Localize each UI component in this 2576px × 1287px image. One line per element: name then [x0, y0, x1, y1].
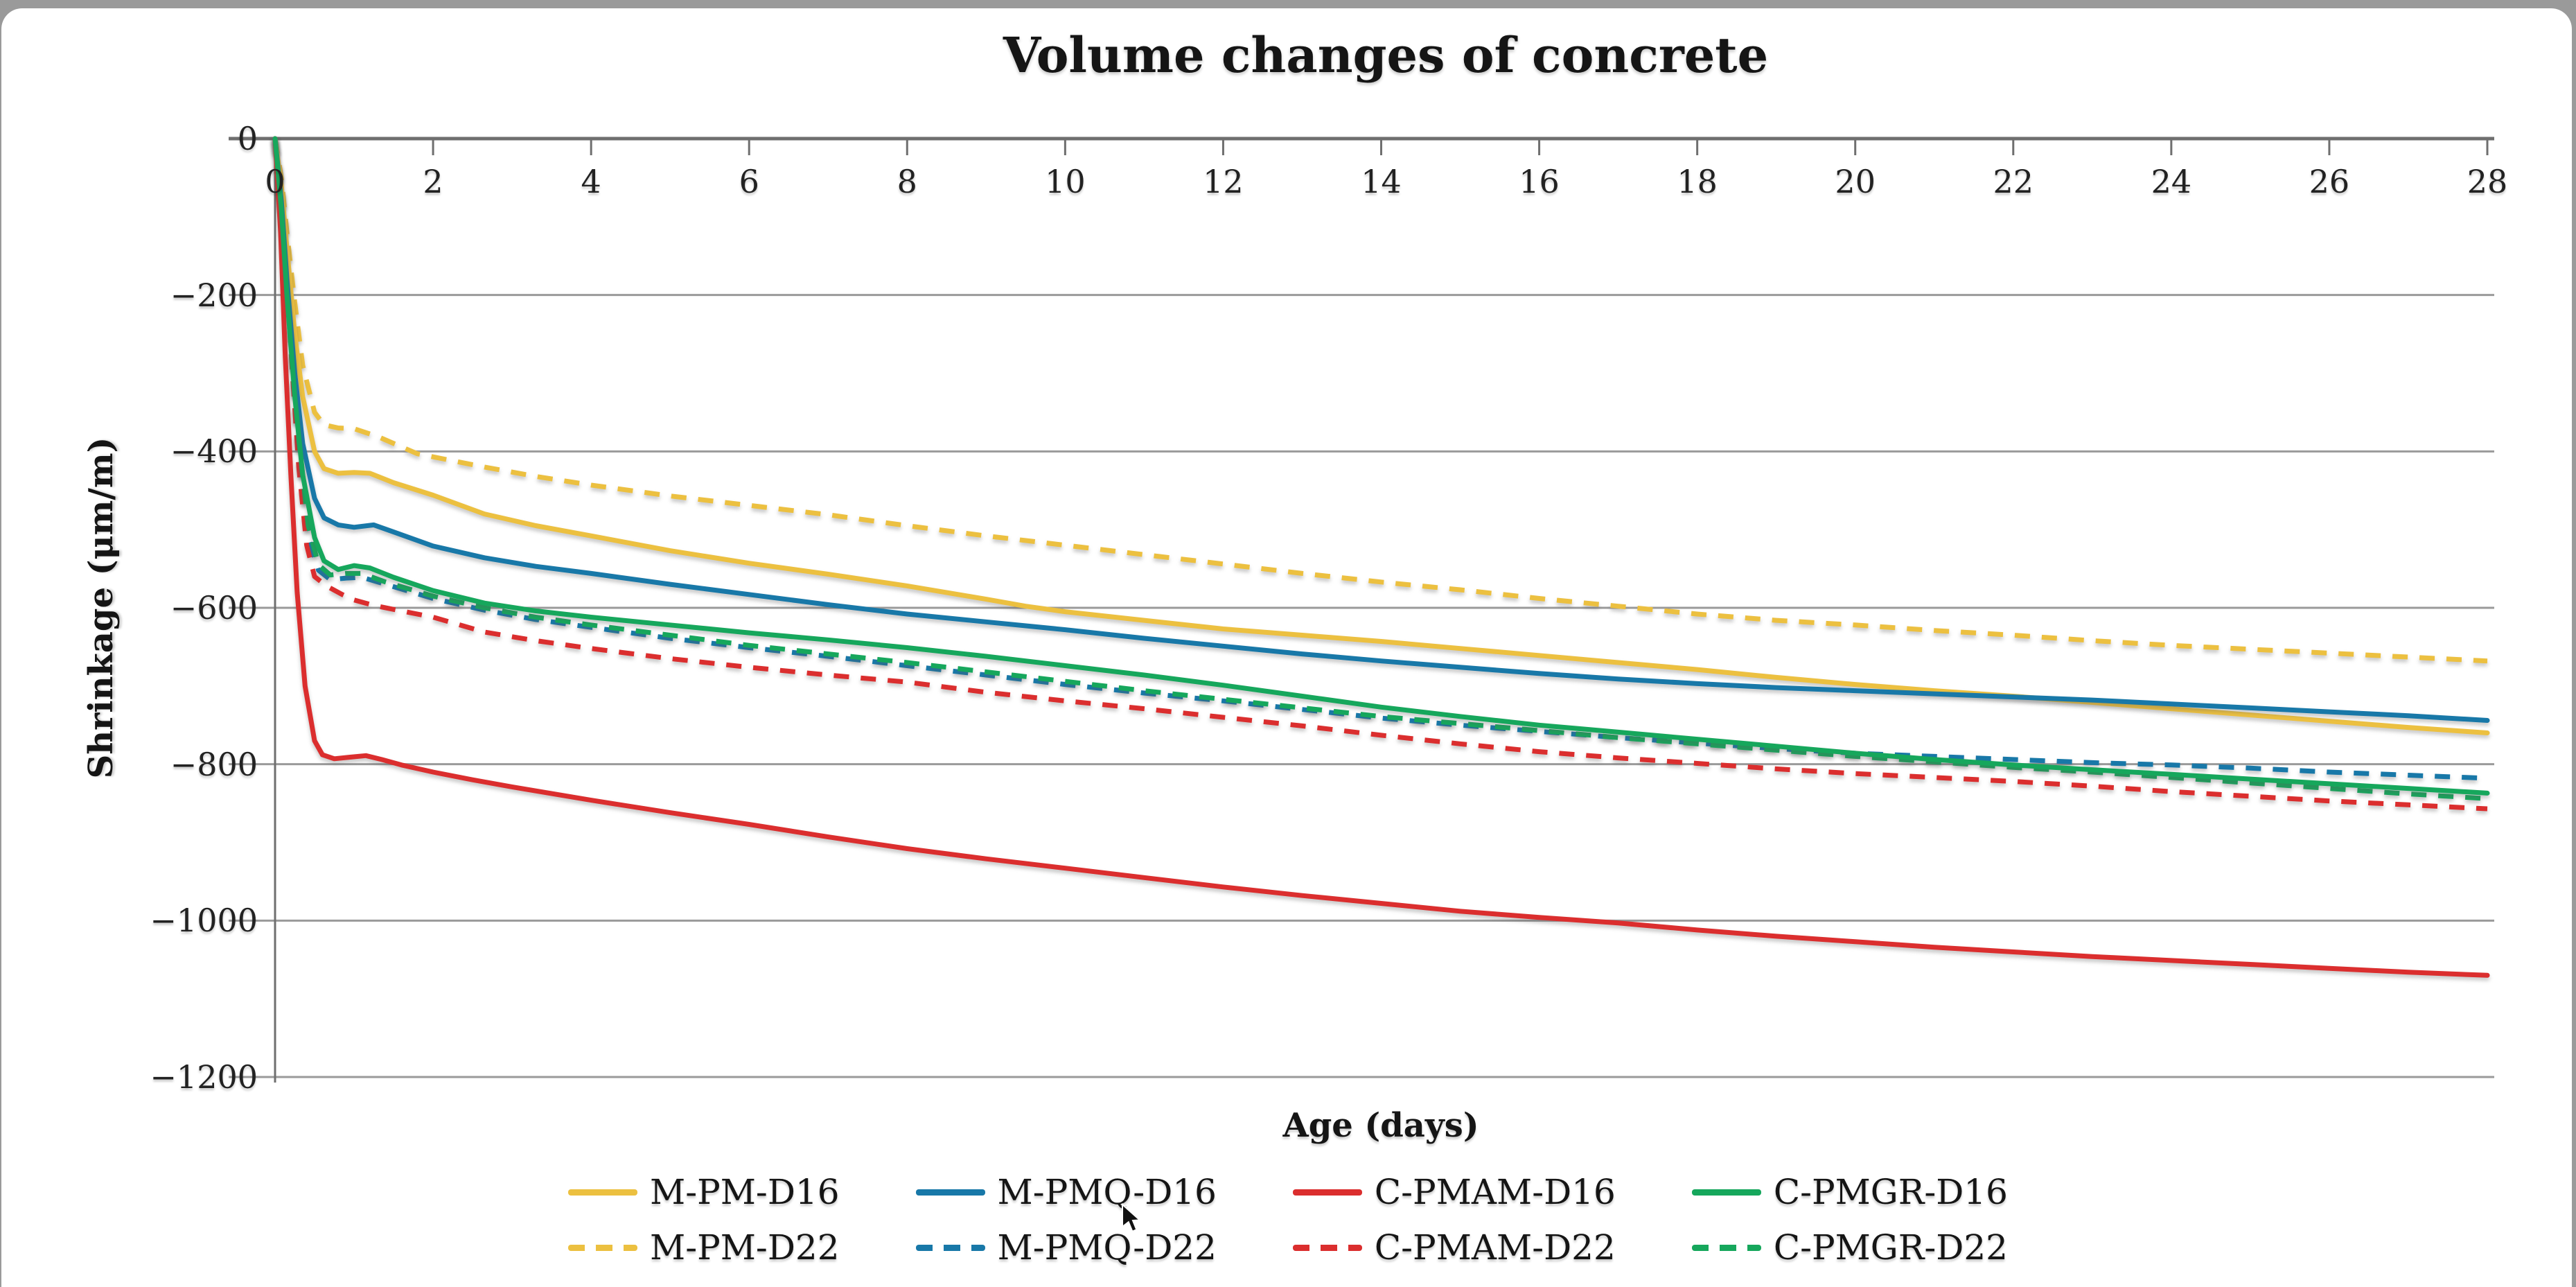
x-tick-label: 4 — [581, 163, 601, 200]
y-axis-title: Shrinkage (μm/m) — [82, 437, 121, 779]
legend-row-2: M-PM-D22 M-PMQ-D22 C-PMAM-D22 C-PMGR-D22 — [0, 1225, 2576, 1270]
x-tick-label: 28 — [2467, 163, 2508, 200]
x-tick-label: 16 — [1519, 163, 1560, 200]
x-tick-label: 26 — [2309, 163, 2350, 200]
series-line-m-pmq-d22 — [272, 138, 2488, 781]
legend-row-1: M-PM-D16 M-PMQ-D16 C-PMAM-D16 C-PMGR-D16 — [0, 1170, 2576, 1214]
chart-title: Volume changes of concrete — [1003, 26, 1769, 84]
x-tick-label: 18 — [1677, 163, 1718, 200]
legend-item-c-pmgr-d16: C-PMGR-D16 — [1691, 1170, 2008, 1214]
legend-item-m-pm-d16: M-PM-D16 — [568, 1170, 840, 1214]
legend-swatch-m-pmq-d16 — [915, 1189, 985, 1196]
x-axis-title: Age (days) — [1282, 1106, 1479, 1145]
x-tick-label: 10 — [1045, 163, 1086, 200]
x-tick-label: 6 — [739, 163, 759, 200]
legend-label: C-PMAM-D16 — [1374, 1172, 1616, 1212]
legend-label: C-PMGR-D22 — [1773, 1227, 2008, 1268]
legend-label: M-PMQ-D22 — [997, 1227, 1217, 1268]
legend-item-m-pmq-d22: M-PMQ-D22 — [915, 1225, 1217, 1270]
x-tick-label: 2 — [423, 163, 443, 200]
legend-swatch-c-pmgr-d22 — [1691, 1244, 1761, 1251]
legend-swatch-m-pm-d16 — [568, 1189, 637, 1196]
legend-swatch-c-pmam-d22 — [1292, 1244, 1362, 1251]
y-tick-label: −200 — [170, 276, 258, 314]
legend-swatch-m-pm-d22 — [568, 1244, 637, 1251]
series-line-m-pmq-d16 — [272, 136, 2490, 723]
series-line-c-pmam-d22 — [272, 138, 2488, 812]
legend-swatch-c-pmam-d16 — [1292, 1189, 1362, 1196]
legend-item-c-pmam-d22: C-PMAM-D22 — [1292, 1225, 1616, 1270]
legend-swatch-m-pmq-d22 — [915, 1244, 985, 1251]
mouse-pointer-icon — [1121, 1202, 1145, 1236]
x-tick-label: 0 — [265, 163, 285, 200]
series-line-c-pmam-d16 — [272, 136, 2490, 978]
legend-swatch-c-pmgr-d16 — [1691, 1189, 1761, 1196]
x-tick-label: 22 — [1993, 163, 2034, 200]
x-tick-label: 8 — [897, 163, 917, 200]
legend-item-c-pmam-d16: C-PMAM-D16 — [1292, 1170, 1616, 1214]
y-tick-label: −1200 — [150, 1058, 258, 1096]
y-tick-label: −600 — [170, 589, 258, 627]
legend-label: C-PMAM-D22 — [1374, 1227, 1616, 1268]
chart-card — [1, 8, 2572, 1287]
legend-label: M-PMQ-D16 — [997, 1172, 1217, 1212]
legend-label: C-PMGR-D16 — [1773, 1172, 2008, 1212]
y-tick-label: −400 — [170, 432, 258, 471]
x-tick-label: 24 — [2151, 163, 2192, 200]
legend-label: M-PM-D16 — [650, 1172, 840, 1212]
legend-item-m-pm-d22: M-PM-D22 — [568, 1225, 840, 1270]
legend-label: M-PM-D22 — [650, 1227, 840, 1268]
legend-item-m-pmq-d16: M-PMQ-D16 — [915, 1170, 1217, 1214]
x-tick-label: 20 — [1835, 163, 1876, 200]
series-line-c-pmgr-d16 — [272, 136, 2490, 796]
y-tick-label: 0 — [237, 120, 258, 157]
y-tick-label: −1000 — [150, 902, 258, 940]
x-tick-label: 14 — [1361, 163, 1402, 200]
x-tick-label: 12 — [1203, 163, 1244, 200]
series-line-c-pmgr-d22 — [272, 138, 2488, 801]
legend-item-c-pmgr-d22: C-PMGR-D22 — [1691, 1225, 2008, 1270]
series-line-m-pm-d22 — [272, 138, 2488, 664]
y-tick-label: −800 — [170, 745, 258, 783]
